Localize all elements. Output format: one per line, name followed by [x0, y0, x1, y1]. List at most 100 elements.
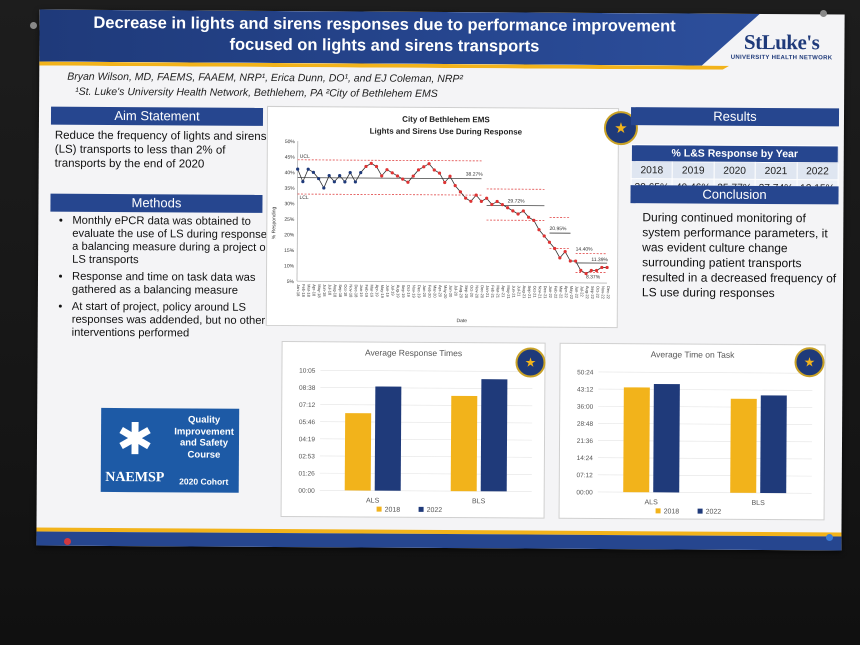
lcl-line — [297, 193, 482, 196]
x-tick-label: Dec-19 — [417, 285, 422, 299]
x-tick-label: Oct-19 — [406, 285, 411, 298]
data-point — [458, 190, 463, 194]
data-point — [353, 180, 357, 184]
x-tick-label: Feb-19 — [364, 285, 369, 298]
data-point — [511, 209, 515, 213]
x-tick-label: Aug-20 — [459, 285, 464, 299]
corner-pin — [820, 10, 827, 17]
bar — [623, 387, 650, 493]
x-tick-label: Oct-18 — [343, 284, 348, 297]
data-point — [506, 206, 510, 210]
results-table-title: % L&S Response by Year — [631, 144, 839, 163]
x-tick-label: Jul-19 — [390, 285, 395, 297]
data-point — [584, 271, 588, 276]
naemsp-logo: ✱ NAEMSP Quality Improvement and Safety … — [100, 407, 240, 493]
results-year: 2021 — [755, 162, 797, 180]
ucl-label: UCL — [300, 154, 310, 160]
data-point — [500, 202, 504, 207]
naemsp-course: Quality Improvement and Safety Course — [174, 414, 234, 461]
data-point — [490, 202, 494, 207]
x-tick-label: Jan-20 — [422, 285, 427, 298]
y-tick-label: 08:38 — [299, 385, 316, 392]
data-point — [343, 180, 347, 184]
data-point — [411, 174, 415, 178]
control-chart-ylabel: % Responding — [271, 206, 277, 239]
methods-list: Monthly ePCR data was obtained to evalua… — [54, 215, 285, 345]
x-tick-label: Aug-21 — [522, 285, 527, 299]
x-tick-label: May-19 — [380, 285, 385, 299]
x-tick-label: Mar-19 — [369, 285, 374, 298]
star-of-life-icon: ✱ — [116, 415, 154, 465]
y-tick-label: 00:00 — [576, 489, 593, 496]
x-category-label: BLS — [752, 500, 766, 507]
y-tick-label: 20% — [284, 232, 295, 238]
gridline — [598, 371, 813, 374]
time-on-task-title: Average Time on Task — [651, 349, 736, 360]
data-point — [563, 250, 567, 254]
y-tick-label: 00:00 — [298, 488, 315, 495]
data-point — [432, 168, 436, 172]
title-line-2: focused on lights and sirens transports — [229, 35, 540, 56]
data-point — [579, 268, 583, 273]
data-point — [395, 174, 400, 178]
data-point — [332, 180, 336, 184]
methods-heading: Methods — [50, 193, 263, 213]
bar — [730, 398, 757, 493]
data-point — [537, 228, 541, 232]
x-tick-label: Nov-19 — [411, 285, 416, 299]
control-chart-title: City of Bethlehem EMS — [402, 115, 490, 125]
data-point — [306, 167, 310, 171]
data-point — [338, 174, 342, 178]
results-year: 2019 — [672, 161, 715, 180]
x-tick-label: Dec-21 — [543, 286, 548, 300]
legend-swatch — [418, 506, 424, 512]
y-tick-label: 07:12 — [299, 402, 316, 409]
x-tick-label: Jul-20 — [454, 285, 459, 297]
response-times-panel: Average Response Times 10:05 08:38 07:12 05… — [280, 341, 546, 519]
data-point — [485, 196, 489, 200]
data-point — [589, 268, 593, 273]
data-point — [573, 259, 578, 263]
bar — [450, 395, 478, 492]
data-point — [348, 170, 352, 175]
y-axis-line — [296, 141, 299, 282]
authors-line-2: ¹St. Luke's University Health Network, B… — [75, 85, 438, 100]
control-chart-subtitle: Lights and Sirens Use During Response — [370, 127, 523, 137]
x-tick-label: Sep-19 — [401, 285, 406, 299]
y-tick-label: 21:36 — [577, 438, 594, 445]
results-heading: Results — [630, 107, 840, 127]
ems-badge-icon — [515, 347, 546, 378]
ucl-line — [297, 159, 482, 162]
y-tick-label: 50% — [285, 139, 296, 145]
data-point — [532, 218, 536, 222]
results-year: 2018 — [631, 161, 673, 179]
x-tick-label: Feb-20 — [427, 285, 432, 298]
bar — [653, 383, 680, 493]
y-tick-label: 35% — [285, 186, 296, 192]
results-year: 2020 — [713, 162, 756, 180]
results-year: 2022 — [796, 162, 839, 180]
legend-label: 2022 — [427, 507, 443, 514]
legend-label: 2018 — [664, 508, 680, 515]
data-point — [390, 171, 394, 175]
x-tick-label: Sep-20 — [464, 285, 469, 299]
data-point — [380, 174, 384, 178]
data-point — [369, 161, 373, 165]
y-tick-label: 43:12 — [577, 386, 594, 393]
legend-swatch — [655, 508, 661, 514]
x-tick-label: Feb-22 — [553, 286, 558, 299]
y-tick-label: 01:26 — [299, 470, 316, 477]
data-point — [553, 246, 557, 251]
x-tick-label: Aug-18 — [333, 284, 338, 298]
y-tick-label: 05:46 — [299, 419, 316, 426]
mean-label: 38.27% — [466, 172, 484, 178]
x-tick-label: Feb-21 — [490, 285, 495, 298]
control-chart-panel: City of Bethlehem EMS Lights and Sirens … — [265, 105, 620, 329]
authors: Bryan Wilson, MD, FAEMS, FAAEM, NRP¹, Er… — [67, 70, 463, 102]
data-point — [327, 173, 331, 178]
y-tick-label: 28:48 — [577, 421, 594, 428]
legend-label: 2022 — [706, 509, 722, 516]
blue-pushpin — [826, 534, 833, 541]
bar — [480, 379, 508, 492]
x-tick-label: Apr-20 — [438, 285, 443, 298]
